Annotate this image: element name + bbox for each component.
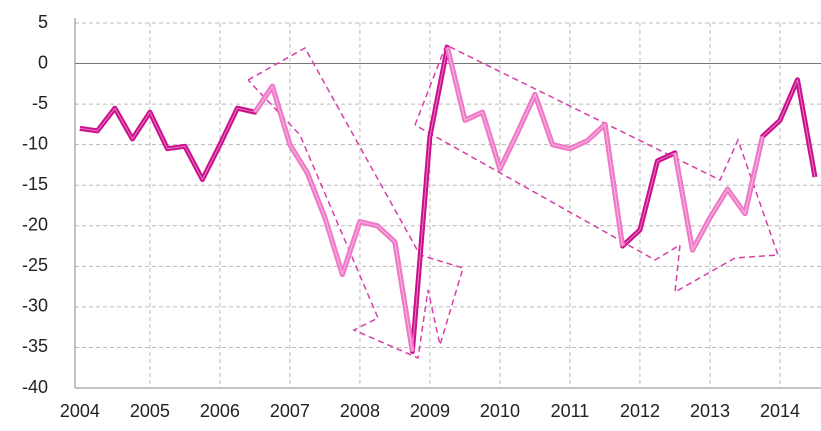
y-tick-label: -25 [22, 255, 48, 275]
y-tick-label: -15 [22, 174, 48, 194]
y-tick-label: -30 [22, 296, 48, 316]
x-tick-label: 2011 [551, 401, 590, 421]
dashed-box [247, 46, 464, 360]
x-tick-label: 2014 [760, 401, 800, 421]
y-tick-label: -35 [22, 336, 48, 356]
x-tick-label: 2006 [200, 401, 240, 421]
y-tick-label: 5 [38, 12, 48, 32]
dashed-box [414, 43, 780, 294]
x-tick-label: 2008 [340, 401, 380, 421]
y-tick-label: -20 [22, 215, 48, 235]
x-tick-label: 2012 [620, 401, 660, 421]
x-tick-label: 2004 [60, 401, 100, 421]
y-tick-label: -5 [32, 93, 48, 113]
x-tick-label: 2013 [690, 401, 730, 421]
data-line [79, 44, 818, 354]
data-line-highlight [79, 46, 816, 352]
y-tick-label: 0 [38, 52, 48, 72]
data-line [252, 46, 765, 352]
data-line-highlight [254, 47, 763, 352]
y-tick-label: -40 [22, 377, 48, 397]
y-tick-label: -10 [22, 133, 48, 153]
x-tick-label: 2005 [130, 401, 170, 421]
annotation-shapes [247, 43, 780, 360]
x-tick-label: 2009 [410, 401, 450, 421]
x-tick-label: 2010 [480, 401, 520, 421]
x-tick-label: 2007 [270, 401, 310, 421]
